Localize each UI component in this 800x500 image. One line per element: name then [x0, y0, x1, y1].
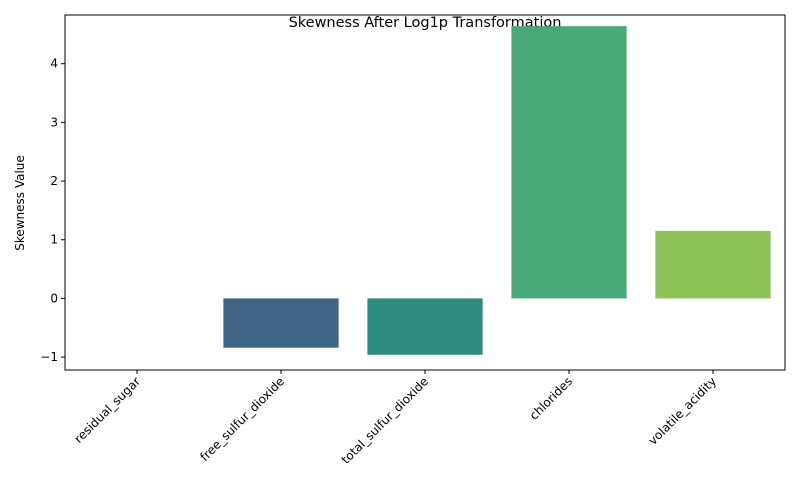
x-tick-label: chlorides — [527, 374, 575, 422]
y-tick-label: 4 — [50, 57, 58, 71]
x-ticks: residual_sugar free_sulfur_dioxide total_s… — [71, 370, 719, 467]
y-tick-label: 0 — [50, 291, 58, 305]
chart-title: Skewness After Log1p Transformation — [289, 15, 562, 31]
x-tick-label: residual_sugar — [71, 374, 143, 446]
bar-chlorides — [511, 26, 627, 299]
plot-frame — [64, 14, 786, 371]
y-tick-label: −1 — [40, 350, 58, 364]
x-tick-label: total_sulfur_dioxide — [339, 374, 431, 466]
x-tick-label: volatile_acidity — [646, 374, 719, 447]
y-ticks: −1 0 1 2 3 4 — [40, 57, 65, 364]
y-tick-label: 1 — [50, 233, 58, 247]
y-tick-label: 3 — [50, 115, 58, 129]
x-tick-label: free_sulfur_dioxide — [197, 374, 287, 464]
y-tick-label: 2 — [50, 174, 58, 188]
bar-total-sulfur-dioxide — [367, 298, 483, 355]
bar-volatile-acidity — [655, 230, 771, 299]
bar-free-sulfur-dioxide — [223, 298, 339, 348]
y-axis-label: Skewness Value — [13, 155, 27, 251]
bars-layer — [223, 26, 771, 355]
